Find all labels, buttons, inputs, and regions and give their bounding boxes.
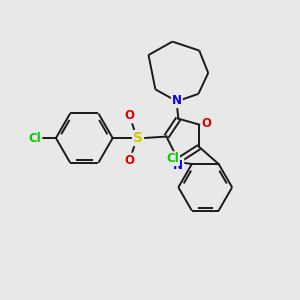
Text: O: O xyxy=(124,154,134,167)
Text: S: S xyxy=(133,131,143,145)
Text: O: O xyxy=(124,110,134,122)
Text: N: N xyxy=(173,159,183,172)
Text: Cl: Cl xyxy=(166,152,179,165)
Text: O: O xyxy=(202,117,212,130)
Text: N: N xyxy=(172,94,182,107)
Text: Cl: Cl xyxy=(29,132,41,145)
